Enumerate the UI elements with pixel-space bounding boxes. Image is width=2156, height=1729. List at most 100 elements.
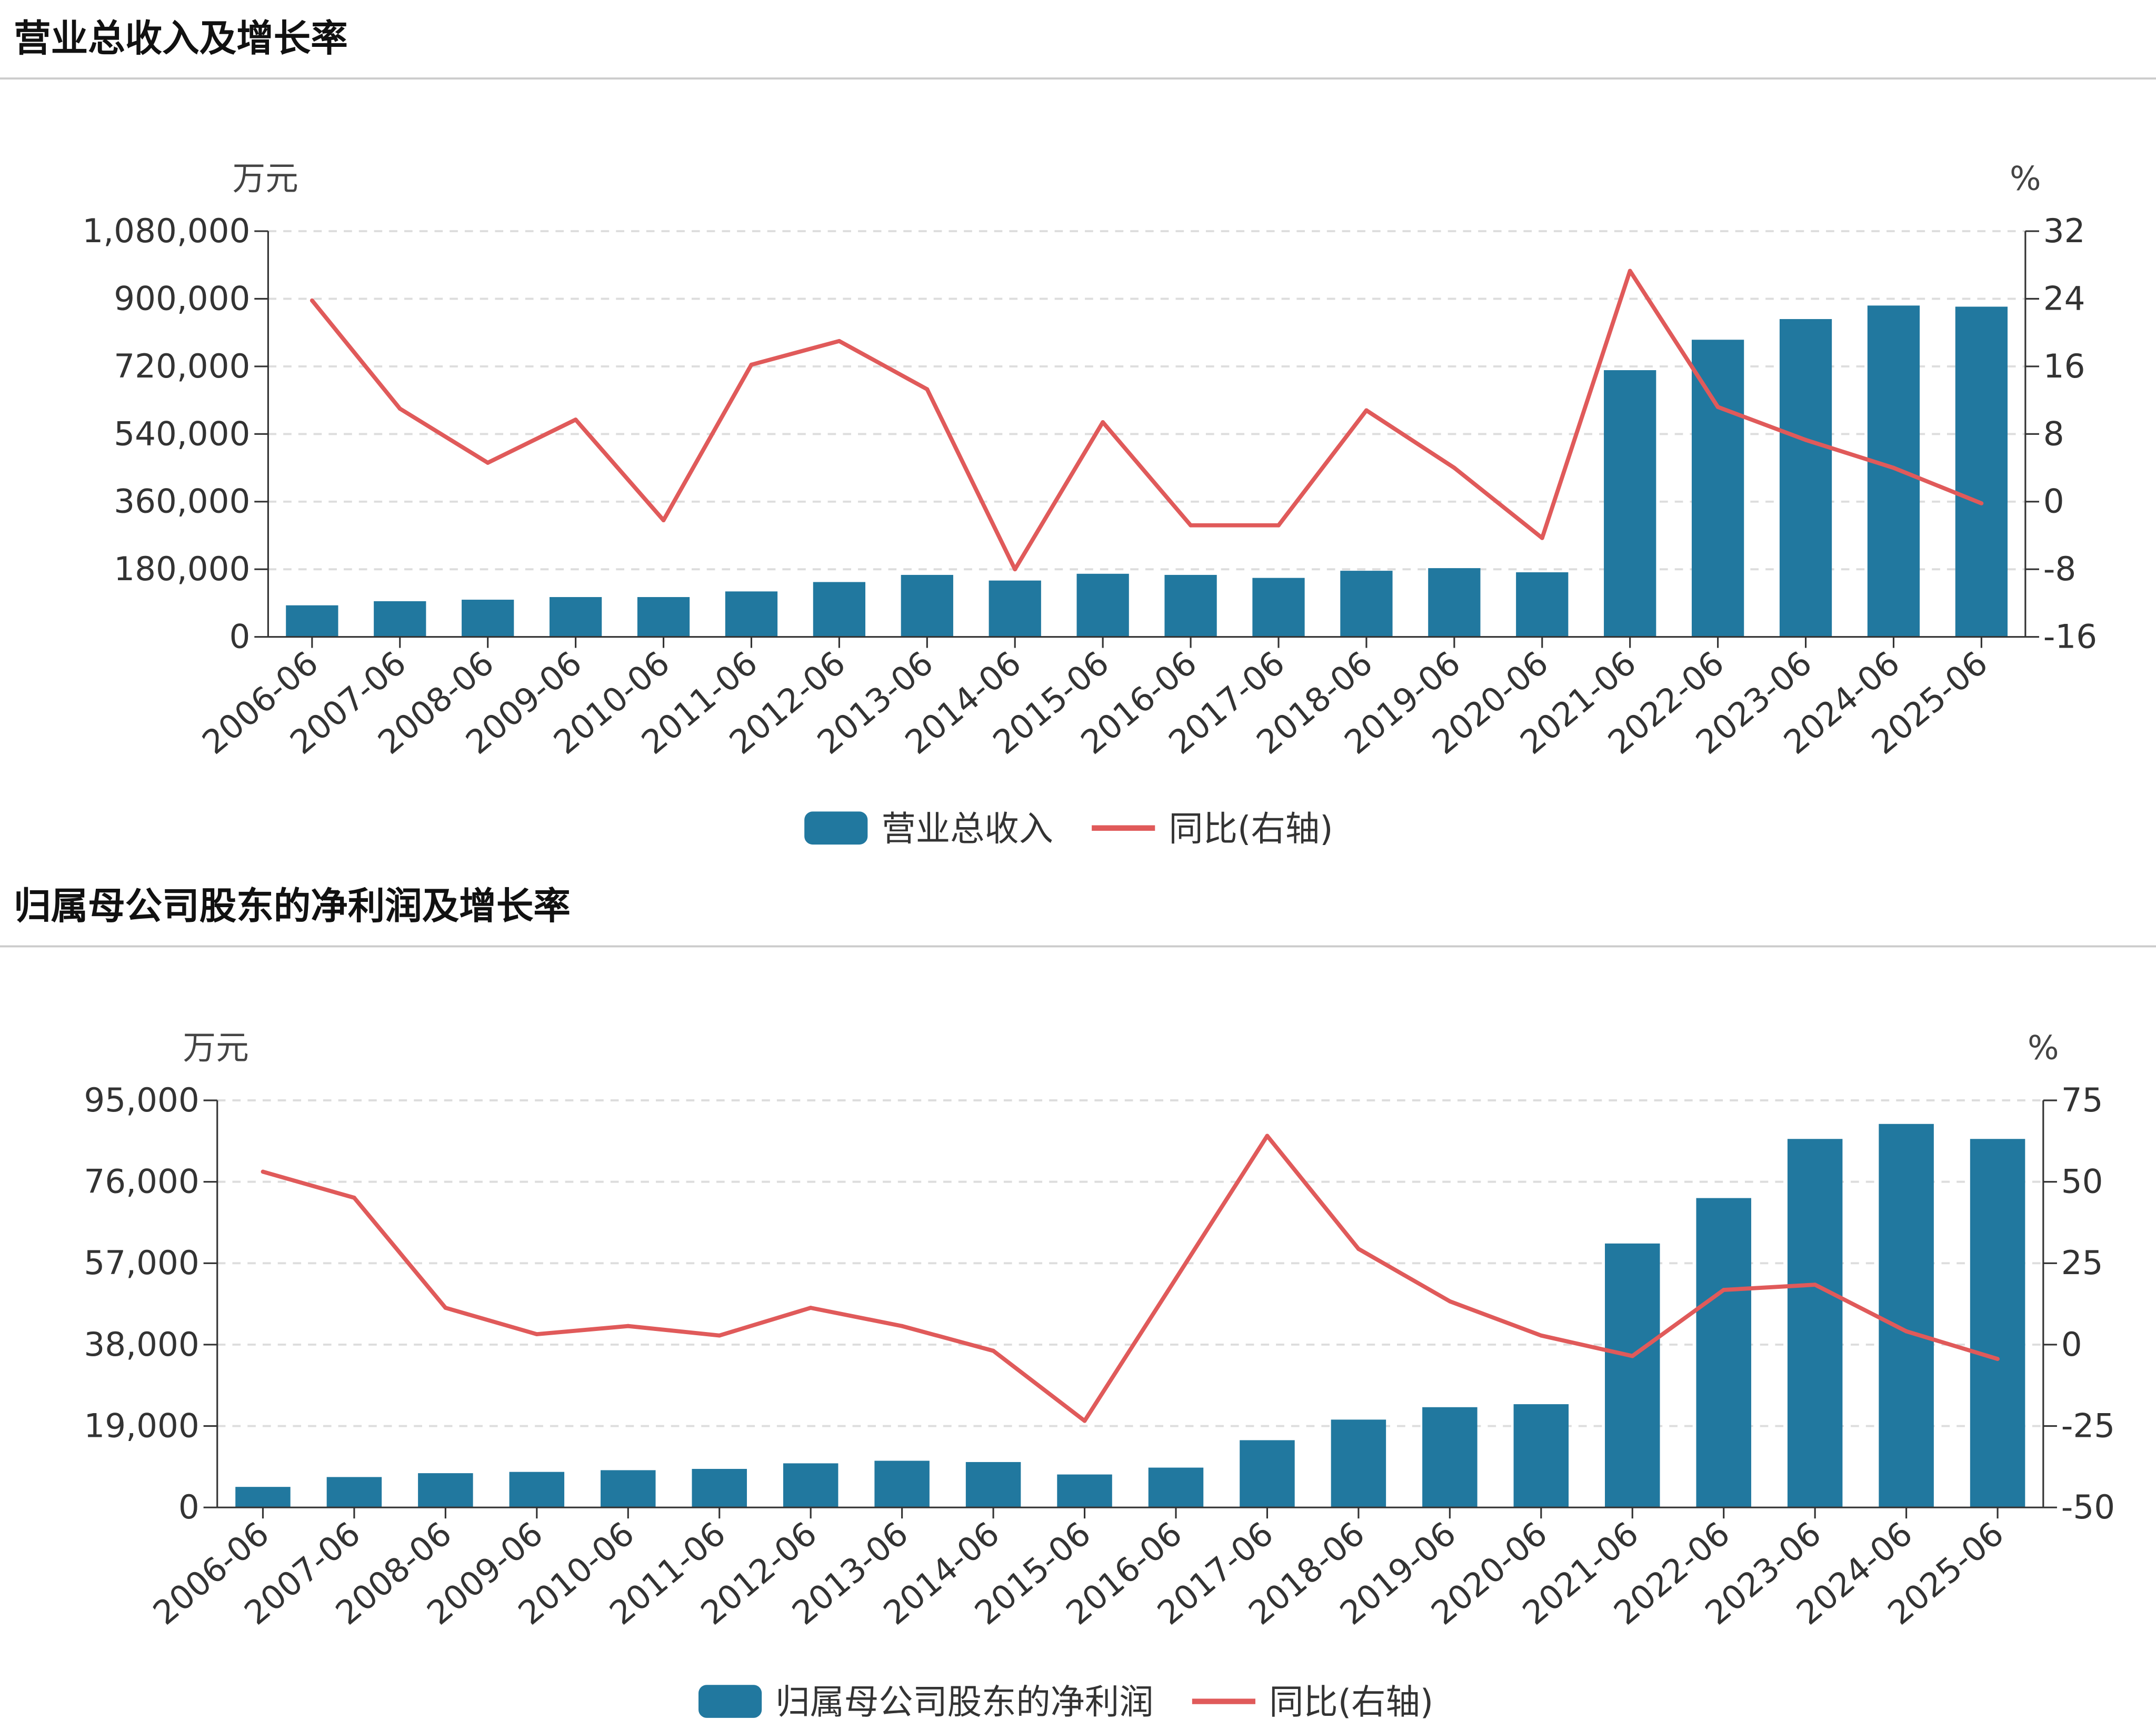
bar <box>1422 1407 1478 1508</box>
y-tick-label: 76,000 <box>84 1162 199 1201</box>
line-point <box>1452 465 1456 470</box>
bar <box>1164 574 1217 637</box>
bar <box>965 1462 1021 1508</box>
bar <box>549 597 602 637</box>
line-point <box>991 1348 996 1353</box>
y-tick-label: 360,000 <box>114 482 250 521</box>
line-point <box>661 518 666 523</box>
y-tick-label: 1,080,000 <box>82 212 250 250</box>
y-tick-label: 720,000 <box>114 347 250 385</box>
line-point <box>1539 1333 1543 1338</box>
y2-tick-label: 24 <box>2043 279 2085 317</box>
bar <box>1057 1474 1112 1508</box>
legend-line-label: 同比(右轴) <box>1169 809 1333 849</box>
line-point <box>443 1306 448 1310</box>
y-tick-label: 38,000 <box>84 1325 199 1364</box>
chart-title: 归属母公司股东的净利润及增长率 <box>14 885 571 928</box>
line-point <box>1189 523 1193 528</box>
y2-tick-label: 25 <box>2061 1244 2103 1282</box>
y-tick-label: 900,000 <box>114 279 250 317</box>
bar <box>1148 1467 1204 1508</box>
bar <box>874 1460 930 1508</box>
line-point <box>925 387 930 392</box>
y2-tick-label: 32 <box>2043 212 2085 250</box>
bar <box>1516 572 1569 637</box>
line-point <box>837 339 842 343</box>
net-profit-chart: 归属母公司股东的净利润及增长率 万元 % 0 19,000 38,000 57,000… <box>0 885 2156 1722</box>
bar <box>1331 1419 1386 1508</box>
legend-bar-label: 归属母公司股东的净利润 <box>775 1682 1153 1722</box>
line-point <box>1715 405 1720 409</box>
y-tick-label: 180,000 <box>114 550 250 588</box>
growth-rate-line <box>262 1134 1999 1423</box>
bar <box>1604 370 1656 637</box>
bar <box>462 600 514 637</box>
line-point <box>1265 1134 1270 1138</box>
line-point <box>1540 535 1544 540</box>
y2-tick-label: -8 <box>2043 550 2077 588</box>
line-point <box>573 418 578 422</box>
line-point <box>808 1306 813 1310</box>
revenue-chart: 营业总收入及增长率 万元 % 0 180,000 360,000 540,000 720… <box>0 17 2156 849</box>
line-point <box>1082 1418 1087 1423</box>
y2-axis-unit: % <box>2028 1029 2059 1067</box>
line-point <box>1630 1354 1635 1358</box>
line-point <box>1628 269 1632 273</box>
y-tick-label: 0 <box>229 618 251 656</box>
y2-tick-label: -25 <box>2061 1406 2115 1445</box>
line-point <box>900 1324 904 1328</box>
y-tick-label: 57,000 <box>84 1244 199 1282</box>
line-point <box>261 1169 265 1174</box>
bar <box>1955 306 2008 637</box>
y2-tick-label: 0 <box>2061 1325 2082 1364</box>
legend-bar-label: 营业总收入 <box>881 809 1053 849</box>
legend-line-label: 同比(右轴) <box>1269 1682 1433 1722</box>
y2-tick-label: -16 <box>2043 618 2097 656</box>
line-point <box>1101 420 1105 424</box>
line-point <box>485 461 490 465</box>
bar <box>989 580 1041 637</box>
y2-tick-label: 50 <box>2061 1162 2103 1201</box>
bar <box>1779 319 1832 637</box>
bar <box>1605 1243 1660 1508</box>
line-point <box>1364 408 1369 413</box>
bar <box>1879 1124 1934 1508</box>
y2-axis-unit: % <box>2010 160 2041 198</box>
line-point <box>1448 1299 1452 1304</box>
bar <box>601 1470 656 1508</box>
line-point <box>626 1324 631 1328</box>
line-point <box>1813 1283 1818 1287</box>
line-point <box>1979 501 1984 505</box>
bar <box>1076 573 1129 637</box>
line-point <box>1904 1329 1909 1334</box>
bar <box>637 597 690 637</box>
line-point <box>1721 1288 1726 1292</box>
y-tick-label: 540,000 <box>114 414 250 453</box>
bar <box>1513 1404 1569 1508</box>
legend-bar-swatch <box>698 1685 762 1718</box>
line-point <box>534 1332 539 1337</box>
line-point <box>749 362 754 367</box>
y-tick-label: 19,000 <box>84 1406 199 1445</box>
line-point <box>1891 465 1896 470</box>
line-point <box>1803 438 1808 442</box>
bar <box>1340 571 1393 637</box>
bar <box>692 1468 747 1508</box>
y2-tick-label: 16 <box>2043 347 2085 385</box>
line-point <box>397 406 402 411</box>
bar <box>1787 1139 1843 1508</box>
line-point <box>1356 1247 1361 1251</box>
legend-bar-swatch <box>804 811 868 845</box>
bar <box>1970 1139 2025 1508</box>
bar <box>1240 1440 1295 1508</box>
line-point <box>1995 1357 2000 1362</box>
y-axis-unit: 万元 <box>232 160 298 198</box>
bar <box>286 605 338 637</box>
bar <box>1252 578 1305 637</box>
line-point <box>310 298 314 303</box>
bar <box>235 1487 291 1508</box>
line-point <box>1276 523 1281 528</box>
y2-tick-label: 8 <box>2043 414 2064 453</box>
line-point <box>1013 567 1017 572</box>
